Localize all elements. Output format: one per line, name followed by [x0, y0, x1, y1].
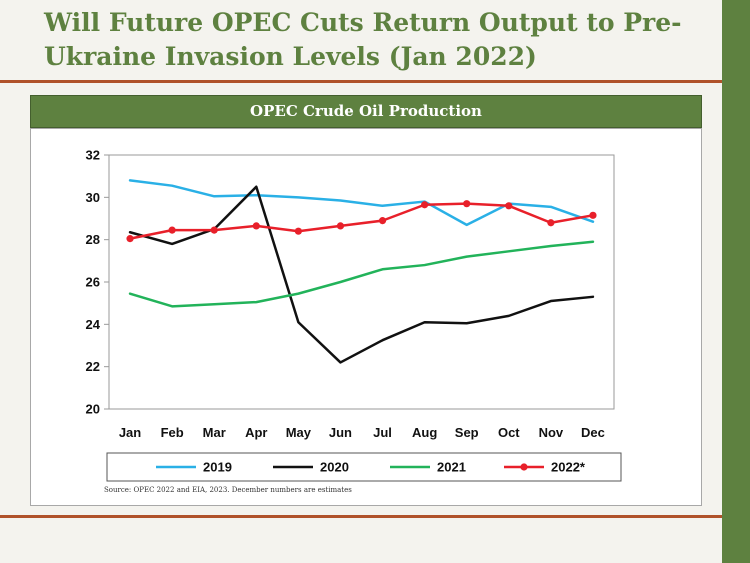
x-tick-label: Jan — [119, 425, 141, 440]
data-point — [168, 226, 176, 234]
legend-item: 2021 — [390, 460, 466, 475]
x-tick-label: Mar — [203, 425, 226, 440]
legend-label: 2020 — [320, 460, 349, 475]
x-tick-label: Sep — [455, 425, 479, 440]
series-2022 — [126, 200, 597, 243]
title-divider — [0, 80, 722, 83]
source-note: Source: OPEC 2022 and EIA, 2023. Decembe… — [104, 486, 352, 494]
series-layer — [126, 179, 597, 364]
y-tick-label: 24 — [86, 317, 101, 332]
x-tick-label: Jun — [329, 425, 352, 440]
y-tick-label: 22 — [86, 359, 100, 374]
chart-title: OPEC Crude Oil Production — [30, 95, 702, 128]
y-tick-label: 26 — [86, 275, 100, 290]
series-line — [128, 185, 595, 364]
x-tick-label: Feb — [161, 425, 184, 440]
series-2021 — [128, 240, 595, 308]
legend-marker — [520, 463, 528, 471]
legend-item: 2019 — [156, 460, 232, 475]
data-point — [547, 219, 555, 227]
legend-label: 2021 — [437, 460, 466, 475]
x-tick-label: Aug — [412, 425, 437, 440]
y-tick-label: 32 — [86, 148, 100, 163]
data-point — [210, 226, 218, 234]
x-tick-label: Jul — [373, 425, 392, 440]
data-point — [463, 200, 471, 208]
data-point — [126, 235, 134, 243]
legend-item: 2020 — [273, 460, 349, 475]
legend-label: 2022* — [551, 460, 586, 475]
plot-area — [108, 154, 615, 410]
y-tick-label: 28 — [86, 232, 100, 247]
line-chart: 20 22 24 26 28 30 32 Jan Feb Mar Apr May Jun Jul Aug S… — [86, 148, 622, 482]
data-point — [378, 217, 387, 225]
x-axis: Jan Feb Mar Apr May Jun Jul Aug Sep Oct Nov Dec — [119, 425, 605, 440]
x-tick-label: Apr — [245, 425, 267, 440]
bottom-divider — [0, 515, 722, 518]
legend-items: 2019 2020 2021 2022* — [156, 460, 586, 475]
series-2019 — [128, 179, 595, 227]
legend-label: 2019 — [203, 460, 232, 475]
data-point — [421, 201, 429, 209]
series-2020 — [128, 185, 595, 364]
x-tick-label: May — [286, 425, 312, 440]
chart-panel: 20 22 24 26 28 30 32 Jan Feb Mar Apr May Jun Jul Aug S… — [30, 128, 702, 506]
data-point — [589, 211, 597, 219]
data-point — [252, 222, 260, 230]
data-point — [505, 202, 513, 210]
data-point — [336, 222, 345, 230]
y-axis: 20 22 24 26 28 30 32 — [86, 148, 109, 417]
x-tick-label: Dec — [581, 425, 605, 440]
slide-title: Will Future OPEC Cuts Return Output to P… — [44, 8, 682, 71]
x-tick-label: Oct — [498, 425, 520, 440]
series-line — [128, 240, 595, 308]
y-tick-label: 20 — [86, 402, 100, 417]
x-tick-label: Nov — [539, 425, 564, 440]
right-accent-bar — [722, 0, 750, 563]
y-tick-label: 30 — [86, 190, 100, 205]
legend-item: 2022* — [504, 460, 586, 475]
series-line — [128, 202, 595, 240]
data-point — [294, 227, 302, 235]
series-line — [128, 179, 595, 227]
